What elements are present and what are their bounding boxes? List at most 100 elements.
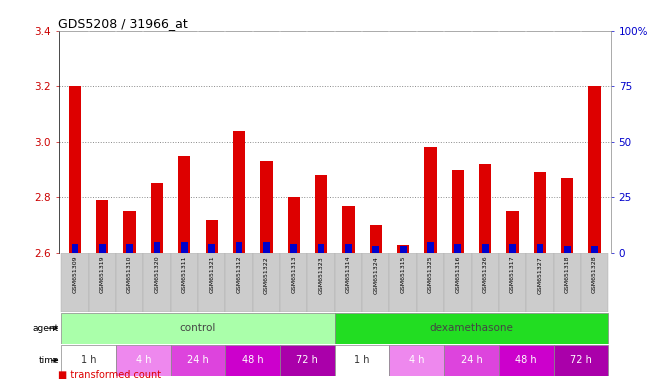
FancyBboxPatch shape (499, 253, 526, 312)
Text: 24 h: 24 h (187, 355, 209, 365)
Text: ■ transformed count: ■ transformed count (58, 370, 162, 380)
Bar (564, 246, 571, 253)
Bar (482, 244, 489, 253)
FancyBboxPatch shape (554, 345, 608, 376)
Text: GSM651316: GSM651316 (456, 256, 460, 293)
Bar (506, 211, 519, 253)
Text: 4 h: 4 h (136, 355, 151, 365)
Text: 72 h: 72 h (296, 355, 318, 365)
FancyBboxPatch shape (226, 253, 253, 312)
Bar (153, 242, 161, 253)
FancyBboxPatch shape (471, 253, 499, 312)
FancyBboxPatch shape (116, 345, 171, 376)
FancyBboxPatch shape (444, 253, 471, 312)
Text: GSM651312: GSM651312 (237, 256, 242, 293)
Text: GSM651323: GSM651323 (318, 256, 324, 294)
FancyBboxPatch shape (417, 253, 444, 312)
Text: time: time (38, 356, 59, 365)
FancyBboxPatch shape (362, 253, 389, 312)
Text: GSM651326: GSM651326 (483, 256, 488, 293)
Bar (287, 197, 300, 253)
FancyBboxPatch shape (143, 253, 171, 312)
Text: 1 h: 1 h (354, 355, 370, 365)
Bar (72, 244, 78, 253)
Bar (534, 172, 546, 253)
FancyBboxPatch shape (389, 345, 444, 376)
Bar (318, 244, 324, 253)
Bar (561, 178, 573, 253)
Text: 4 h: 4 h (409, 355, 424, 365)
Bar (345, 244, 352, 253)
Text: 48 h: 48 h (515, 355, 537, 365)
Text: GDS5208 / 31966_at: GDS5208 / 31966_at (58, 17, 188, 30)
Bar (208, 244, 215, 253)
FancyBboxPatch shape (280, 253, 307, 312)
Bar (452, 170, 464, 253)
Text: GSM651320: GSM651320 (155, 256, 159, 293)
Bar (181, 242, 188, 253)
Text: GSM651315: GSM651315 (400, 256, 406, 293)
FancyBboxPatch shape (526, 253, 554, 312)
Bar (588, 86, 601, 253)
Bar (400, 246, 406, 253)
Text: 24 h: 24 h (461, 355, 482, 365)
FancyBboxPatch shape (335, 345, 389, 376)
FancyBboxPatch shape (335, 313, 608, 344)
Text: GSM651314: GSM651314 (346, 256, 351, 293)
Bar (343, 206, 355, 253)
Bar (372, 246, 379, 253)
Text: GSM651321: GSM651321 (209, 256, 214, 293)
FancyBboxPatch shape (499, 345, 554, 376)
Bar (99, 244, 106, 253)
FancyBboxPatch shape (389, 253, 417, 312)
Text: control: control (180, 323, 216, 333)
Text: dexamethasone: dexamethasone (430, 323, 514, 333)
Bar (151, 184, 163, 253)
Text: GSM651327: GSM651327 (538, 256, 542, 294)
Bar (509, 244, 516, 253)
Text: GSM651319: GSM651319 (99, 256, 105, 293)
Text: agent: agent (32, 324, 59, 333)
Bar (291, 244, 297, 253)
Text: GSM651328: GSM651328 (592, 256, 597, 293)
FancyBboxPatch shape (444, 345, 499, 376)
FancyBboxPatch shape (554, 253, 581, 312)
Text: GSM651313: GSM651313 (291, 256, 296, 293)
Text: GSM651309: GSM651309 (72, 256, 77, 293)
Bar (536, 244, 543, 253)
FancyBboxPatch shape (171, 253, 198, 312)
FancyBboxPatch shape (88, 253, 116, 312)
Bar (124, 211, 136, 253)
Text: 72 h: 72 h (570, 355, 592, 365)
Bar (96, 200, 109, 253)
FancyBboxPatch shape (116, 253, 143, 312)
Bar (397, 245, 410, 253)
Text: 1 h: 1 h (81, 355, 96, 365)
FancyBboxPatch shape (253, 253, 280, 312)
FancyBboxPatch shape (335, 253, 362, 312)
Bar (454, 244, 462, 253)
Bar (233, 131, 245, 253)
Bar (479, 164, 491, 253)
FancyBboxPatch shape (581, 253, 608, 312)
Bar (260, 161, 272, 253)
Bar (592, 246, 598, 253)
FancyBboxPatch shape (226, 345, 280, 376)
Bar (263, 242, 270, 253)
FancyBboxPatch shape (61, 253, 88, 312)
Text: GSM651311: GSM651311 (182, 256, 187, 293)
Bar (178, 156, 190, 253)
Bar (427, 242, 434, 253)
Bar (69, 86, 81, 253)
FancyBboxPatch shape (171, 345, 226, 376)
Bar (126, 244, 133, 253)
Text: GSM651324: GSM651324 (373, 256, 378, 294)
Text: GSM651318: GSM651318 (565, 256, 570, 293)
Text: 48 h: 48 h (242, 355, 263, 365)
FancyBboxPatch shape (61, 345, 116, 376)
Bar (236, 242, 242, 253)
FancyBboxPatch shape (61, 313, 335, 344)
Text: GSM651317: GSM651317 (510, 256, 515, 293)
FancyBboxPatch shape (198, 253, 226, 312)
Text: GSM651325: GSM651325 (428, 256, 433, 293)
